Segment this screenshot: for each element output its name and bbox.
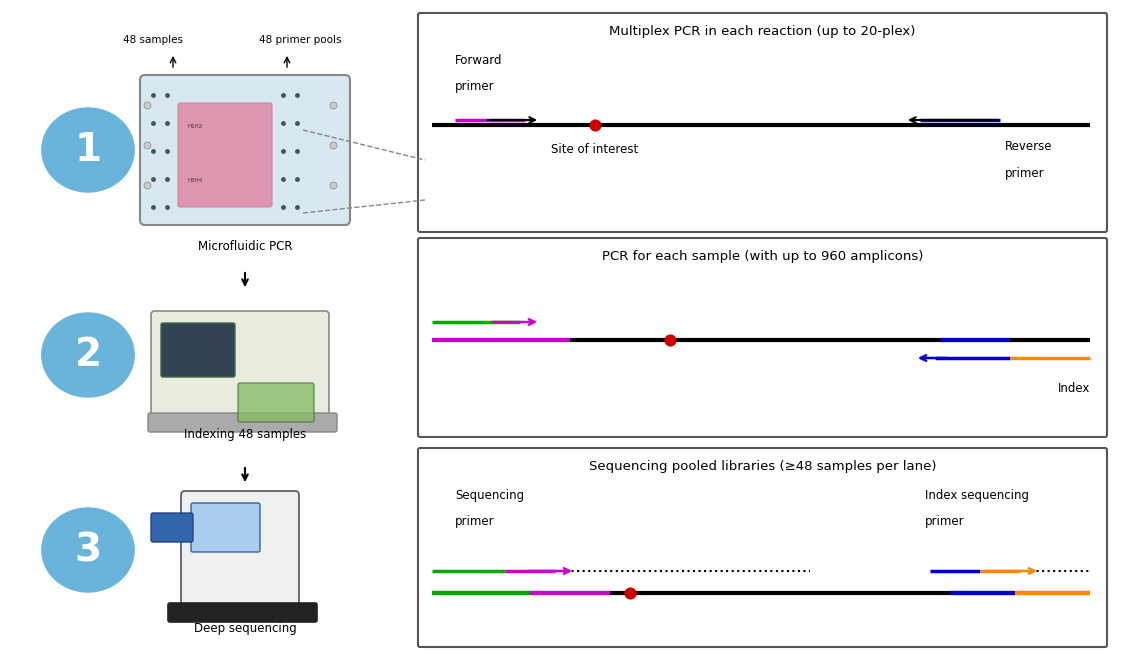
Text: Multiplex PCR in each reaction (up to 20-plex): Multiplex PCR in each reaction (up to 20… xyxy=(609,25,915,38)
FancyBboxPatch shape xyxy=(168,603,318,622)
FancyBboxPatch shape xyxy=(418,448,1107,647)
FancyBboxPatch shape xyxy=(151,311,329,424)
Text: 3: 3 xyxy=(74,531,101,569)
FancyBboxPatch shape xyxy=(140,75,350,225)
Text: 1: 1 xyxy=(74,131,101,169)
Text: Index sequencing: Index sequencing xyxy=(924,489,1029,502)
Text: primer: primer xyxy=(455,80,494,93)
Text: Indexing 48 samples: Indexing 48 samples xyxy=(184,428,306,441)
Text: Forward: Forward xyxy=(455,54,502,67)
FancyBboxPatch shape xyxy=(238,383,314,422)
FancyBboxPatch shape xyxy=(161,323,235,377)
Ellipse shape xyxy=(42,313,134,397)
FancyBboxPatch shape xyxy=(148,413,337,432)
Ellipse shape xyxy=(42,108,134,192)
Point xyxy=(622,587,640,598)
Text: primer: primer xyxy=(455,515,494,528)
Text: 48 primer pools: 48 primer pools xyxy=(259,35,341,45)
FancyBboxPatch shape xyxy=(191,503,260,552)
FancyBboxPatch shape xyxy=(181,491,300,614)
Point xyxy=(661,335,679,345)
Text: PCR for each sample (with up to 960 amplicons): PCR for each sample (with up to 960 ampl… xyxy=(601,250,923,263)
FancyBboxPatch shape xyxy=(418,13,1107,232)
Text: Index: Index xyxy=(1057,382,1090,395)
FancyBboxPatch shape xyxy=(418,238,1107,437)
Text: Sequencing: Sequencing xyxy=(455,489,524,502)
Ellipse shape xyxy=(42,508,134,592)
Text: Site of interest: Site of interest xyxy=(552,143,638,156)
Text: H1H2: H1H2 xyxy=(187,125,203,129)
Text: 2: 2 xyxy=(74,336,101,374)
Text: primer: primer xyxy=(1006,167,1045,180)
FancyBboxPatch shape xyxy=(178,103,272,207)
Text: Sequencing pooled libraries (≥48 samples per lane): Sequencing pooled libraries (≥48 samples… xyxy=(589,460,936,473)
FancyBboxPatch shape xyxy=(151,513,193,542)
Text: H3H4: H3H4 xyxy=(187,178,203,183)
Text: 48 samples: 48 samples xyxy=(123,35,184,45)
Text: Reverse: Reverse xyxy=(1006,140,1053,153)
Text: Microfluidic PCR: Microfluidic PCR xyxy=(198,240,293,253)
Point xyxy=(586,119,604,130)
Text: Deep sequencing: Deep sequencing xyxy=(194,622,296,635)
Text: primer: primer xyxy=(924,515,965,528)
